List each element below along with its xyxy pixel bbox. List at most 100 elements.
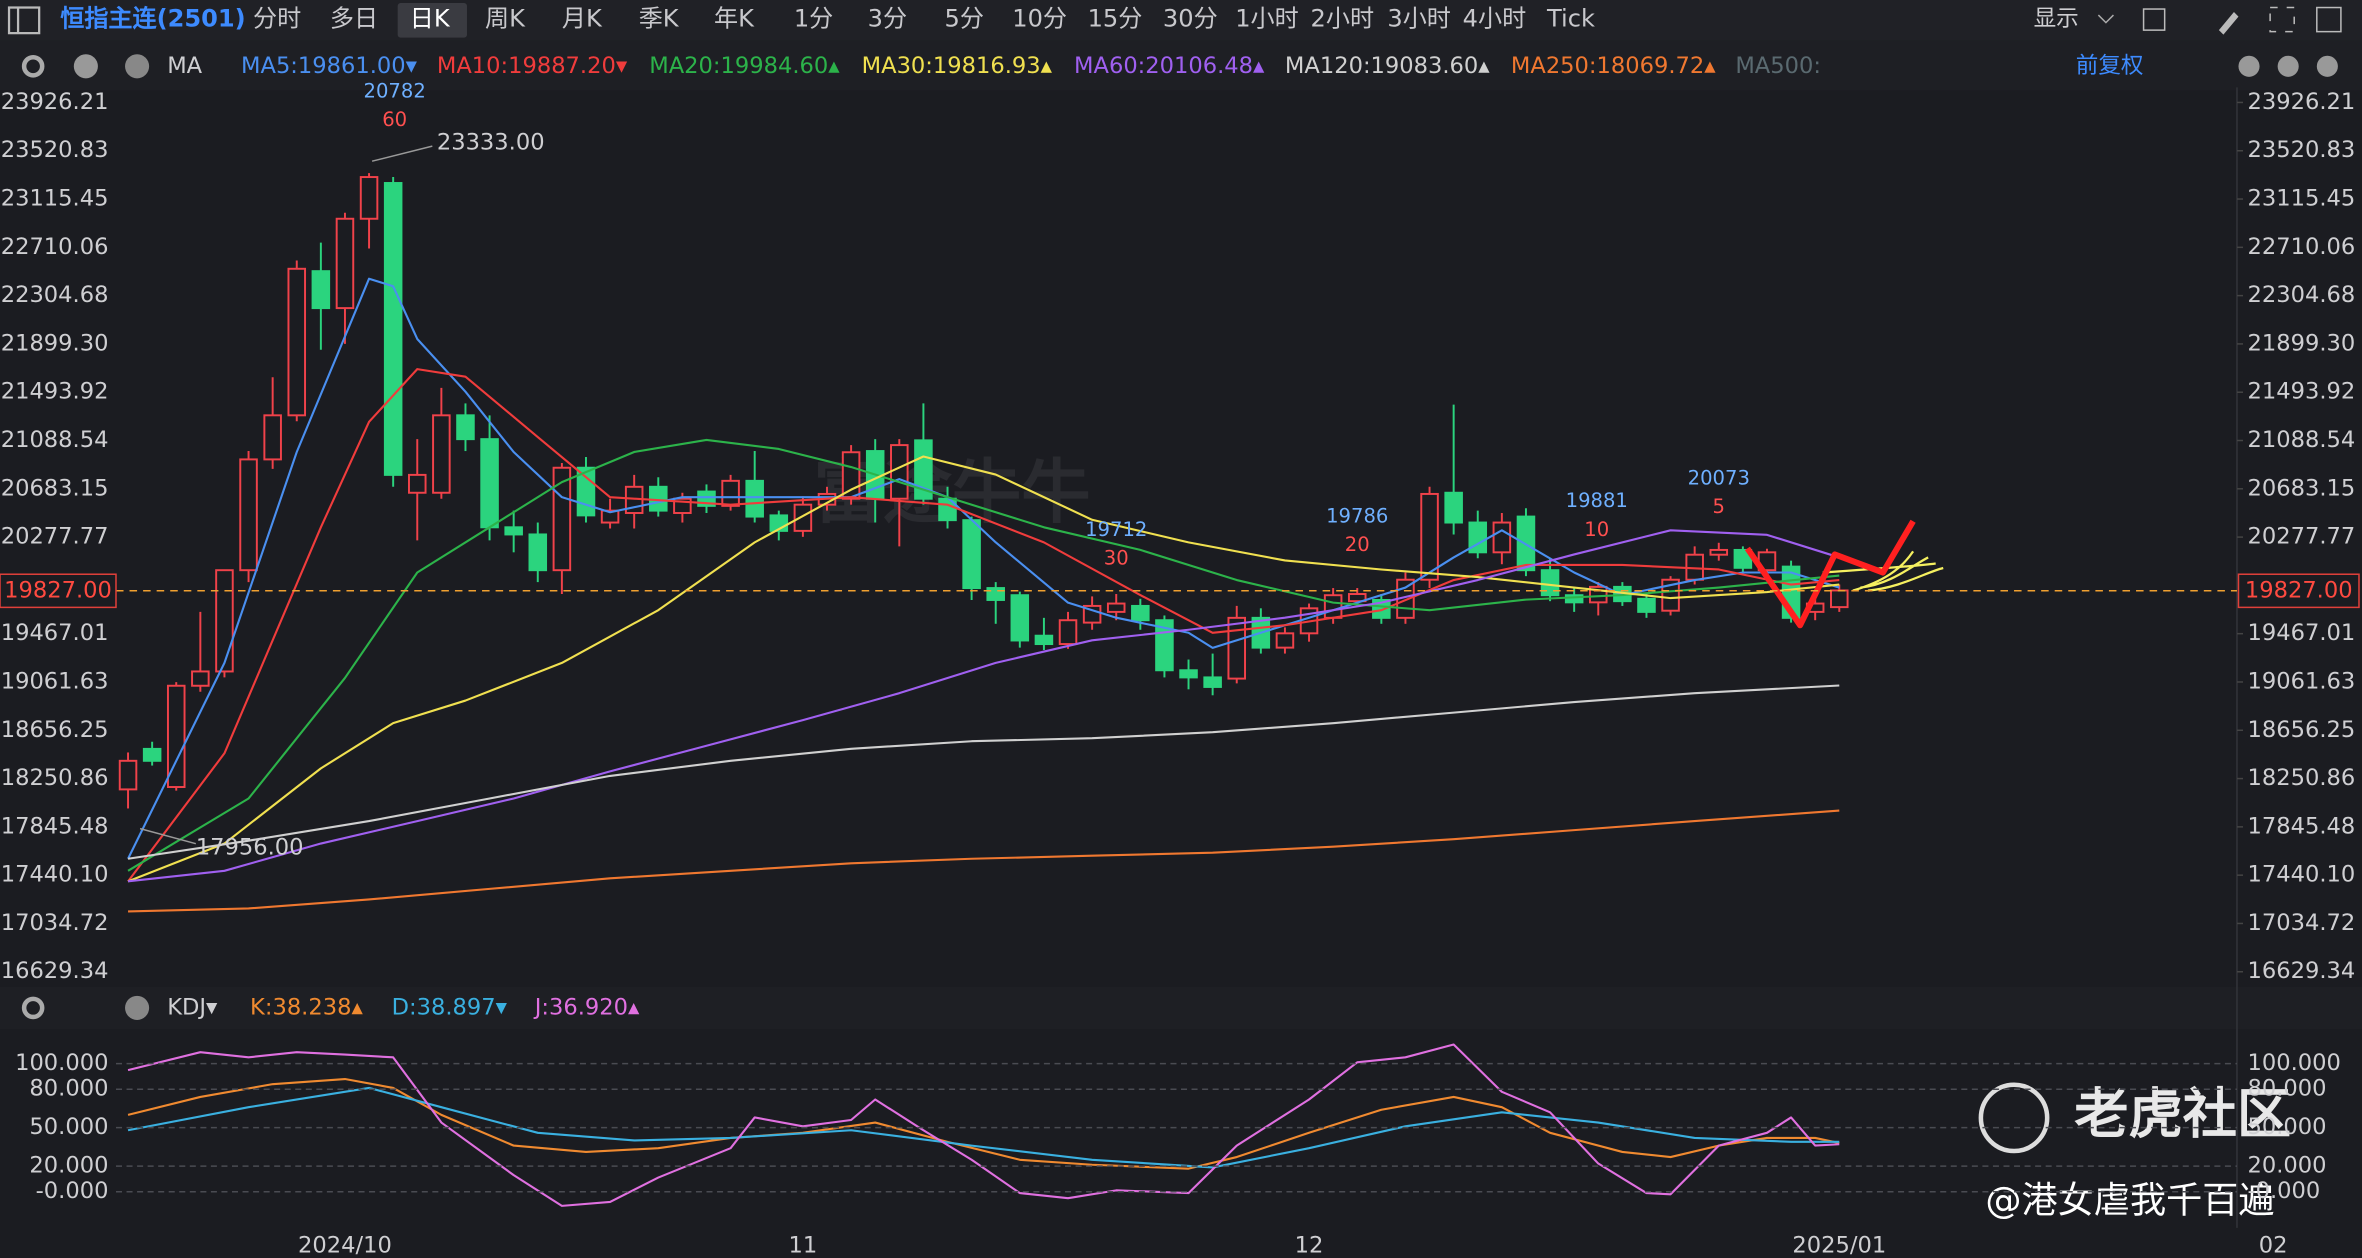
- candle-body: [745, 479, 764, 518]
- window-icon[interactable]: [2316, 6, 2342, 33]
- legend-item[interactable]: MA500:: [1735, 53, 1821, 79]
- kdj-tick-label-right: 80.000: [2248, 1076, 2327, 1102]
- candle-body: [986, 587, 1005, 601]
- y-tick-label: 16629.34: [1, 958, 109, 984]
- candle-body: [239, 458, 258, 572]
- kdj-tick-label-right: -0.000: [2248, 1178, 2321, 1204]
- timeframe-tab[interactable]: 30分: [1163, 5, 1218, 33]
- timeframe-tab[interactable]: 周K: [485, 5, 526, 33]
- fullscreen-icon[interactable]: [2269, 6, 2295, 33]
- y-tick-label: 21493.92: [1, 379, 109, 405]
- timeframe-tab[interactable]: 4小时: [1463, 5, 1527, 33]
- low-label: 17956.00: [196, 835, 304, 861]
- y-tick-label-right: 20277.77: [2248, 524, 2356, 550]
- marker-price: 19881: [1566, 489, 1628, 512]
- candle-body: [1540, 569, 1560, 597]
- candle-body: [528, 533, 548, 572]
- y-tick-label: 21088.54: [1, 427, 109, 453]
- candle-body: [383, 182, 403, 476]
- timeframe-tab[interactable]: 3分: [868, 5, 907, 33]
- timeframe-tab[interactable]: 5分: [944, 5, 983, 33]
- timeframe-tab[interactable]: 1小时: [1235, 5, 1299, 33]
- kdj-legend-item[interactable]: K:38.238▴: [250, 994, 363, 1020]
- x-tick-label: 2024/10: [298, 1232, 392, 1258]
- tab-selected-bg: [397, 3, 467, 38]
- candle-body: [890, 444, 909, 500]
- indicator-line: [127, 1086, 1840, 1169]
- timeframe-tab[interactable]: 月K: [562, 5, 603, 33]
- kdj-tick-label-right: 20.000: [2248, 1153, 2327, 1179]
- candle-body: [1444, 491, 1463, 524]
- legend-item[interactable]: MA5:19861.00▾: [241, 53, 418, 79]
- zoom-out[interactable]: [2238, 55, 2260, 77]
- timeframe-tab[interactable]: 分时: [253, 5, 301, 33]
- legend-item[interactable]: MA10:19887.20▾: [437, 53, 628, 79]
- y-tick-label: 19467.01: [1, 620, 109, 646]
- current-price-label: 19827.00: [2245, 577, 2353, 603]
- legend-item[interactable]: MA250:18069.72▴: [1511, 53, 1716, 79]
- hand-drawn-curve: [1822, 550, 1944, 592]
- high-label: 23333.00: [437, 130, 545, 156]
- kdj-tick-label-right: 50.000: [2248, 1114, 2327, 1140]
- timeframe-tab[interactable]: 15分: [1088, 5, 1143, 33]
- watermark-community: 老虎社区: [2074, 1083, 2291, 1146]
- kdj-tick-label: -0.000: [36, 1178, 109, 1204]
- indicator-name[interactable]: MA: [167, 53, 202, 79]
- kdj-indicator[interactable]: KDJ▾: [167, 994, 218, 1020]
- indicator-line: [128, 809, 1840, 913]
- zoom-minus[interactable]: [2277, 55, 2299, 77]
- timeframe-tab[interactable]: 日K: [410, 5, 451, 33]
- candle-body: [1131, 604, 1150, 622]
- adjust-menu[interactable]: 前复权: [2076, 53, 2144, 79]
- draw-icon[interactable]: [2218, 12, 2239, 35]
- sidebar-toggle[interactable]: [7, 6, 41, 35]
- close-indicator[interactable]: [125, 54, 150, 79]
- kdj-legend-item[interactable]: D:38.897▾: [392, 994, 508, 1020]
- y-tick-label: 22710.06: [1, 234, 109, 260]
- timeframe-tab[interactable]: 1分: [794, 5, 833, 33]
- y-tick-label: 23520.83: [1, 137, 109, 163]
- kdj-tick-label: 20.000: [29, 1153, 108, 1179]
- y-tick-label-right: 23926.21: [2248, 89, 2356, 115]
- timeframe-tab[interactable]: 季K: [639, 5, 680, 33]
- timeframe-tab[interactable]: 2小时: [1311, 5, 1375, 33]
- timeframe-tab[interactable]: 年K: [714, 5, 755, 33]
- watermark-user: @港女虐我千百遍: [1985, 1178, 2274, 1221]
- display-menu[interactable]: 显示: [2034, 6, 2079, 32]
- y-tick-label: 17845.48: [1, 813, 109, 839]
- timeframe-tab[interactable]: Tick: [1546, 5, 1595, 33]
- candle-body: [263, 414, 282, 461]
- candle-body: [1709, 548, 1729, 556]
- tiger-logo: [1978, 1082, 2050, 1154]
- layout-icon[interactable]: [2142, 8, 2166, 31]
- candle-body: [408, 473, 427, 494]
- legend-item[interactable]: MA20:19984.60▴: [649, 53, 840, 79]
- symbol[interactable]: 恒指主连(2501): [60, 5, 245, 33]
- kdj-tick-label: 50.000: [29, 1114, 108, 1140]
- settings-icon[interactable]: [21, 54, 45, 78]
- timeframe-tab[interactable]: 3小时: [1387, 5, 1451, 33]
- timeframe-tab[interactable]: 多日: [330, 5, 378, 33]
- y-tick-label-right: 20683.15: [2248, 475, 2356, 501]
- timeframe-tab[interactable]: 10分: [1012, 5, 1067, 33]
- kdj-settings[interactable]: [21, 996, 45, 1020]
- legend-item[interactable]: MA30:19816.93▴: [862, 53, 1053, 79]
- hand-drawn-zigzag: [1744, 519, 1916, 629]
- indicator-line: [127, 1043, 1840, 1207]
- legend-item[interactable]: MA60:20106.48▴: [1074, 53, 1265, 79]
- y-tick-label-right: 22710.06: [2248, 234, 2356, 260]
- marker-price: 19712: [1085, 518, 1147, 541]
- kdj-legend-item[interactable]: J:36.920▴: [533, 994, 640, 1020]
- zoom-in[interactable]: [2316, 55, 2338, 77]
- candle-body: [456, 414, 475, 441]
- collapse-icon[interactable]: [73, 54, 98, 79]
- y-tick-label-right: 21899.30: [2248, 330, 2356, 356]
- candle-body: [1420, 492, 1439, 581]
- candle-body: [1058, 619, 1078, 646]
- indicator-line: [127, 368, 1840, 882]
- kdj-close[interactable]: [125, 995, 150, 1020]
- marker-period: 5: [1713, 495, 1725, 518]
- x-tick-label: 11: [789, 1232, 818, 1258]
- legend-item[interactable]: MA120:19083.60▴: [1285, 53, 1490, 79]
- y-tick-label: 21899.30: [1, 330, 109, 356]
